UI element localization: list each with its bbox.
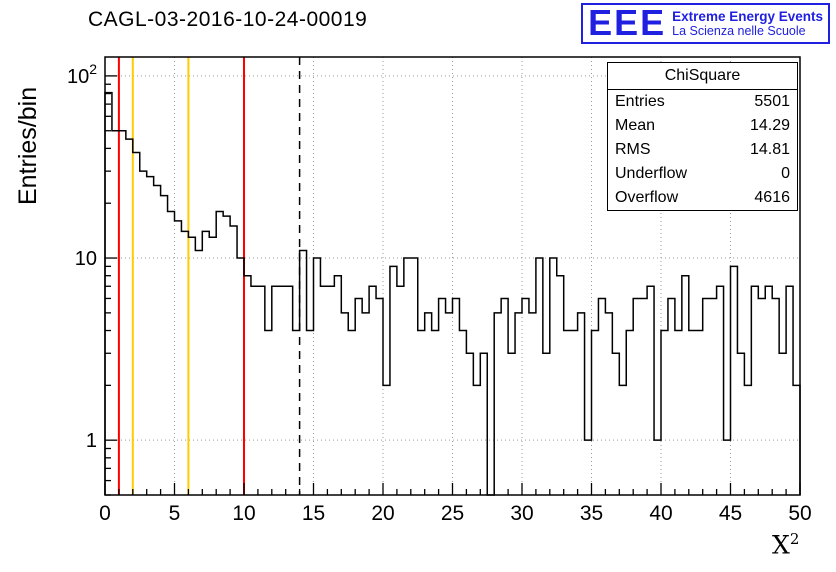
svg-text:40: 40 bbox=[649, 502, 672, 525]
svg-text:5: 5 bbox=[169, 502, 181, 525]
stats-label: Mean bbox=[615, 117, 656, 134]
stats-value: 5501 bbox=[754, 93, 790, 110]
eee-logo: EEE Extreme Energy Events La Scienza nel… bbox=[581, 2, 830, 45]
svg-text:102: 102 bbox=[67, 61, 97, 88]
x-axis-title: X2 bbox=[772, 530, 799, 559]
stats-label: RMS bbox=[615, 141, 651, 158]
logo-tagline-italian: La Scienza nelle Scuole bbox=[672, 23, 806, 38]
svg-text:25: 25 bbox=[441, 502, 464, 525]
svg-text:20: 20 bbox=[371, 502, 394, 525]
svg-text:15: 15 bbox=[302, 502, 325, 525]
stats-value: 14.81 bbox=[749, 141, 790, 158]
y-axis: 1 10 102 bbox=[67, 61, 117, 496]
svg-text:50: 50 bbox=[788, 502, 811, 525]
stats-value: 14.29 bbox=[749, 117, 790, 134]
x-axis-title-base: X bbox=[772, 530, 790, 560]
stats-row-overflow: Overflow 4616 bbox=[608, 186, 797, 210]
svg-text:0: 0 bbox=[99, 502, 111, 525]
stats-row-underflow: Underflow 0 bbox=[608, 162, 797, 186]
y-axis-title: Entries/bin bbox=[14, 86, 42, 205]
x-axis: 0 5 10 15 20 25 30 35 40 45 50 bbox=[99, 483, 812, 525]
stats-value: 0 bbox=[781, 165, 790, 182]
plot-title: CAGL-03-2016-10-24-00019 bbox=[88, 8, 368, 31]
svg-text:10: 10 bbox=[75, 248, 97, 270]
logo-tagline-english: Extreme Energy Events bbox=[672, 8, 823, 24]
svg-text:35: 35 bbox=[580, 502, 603, 525]
eee-logo-acronym: EEE bbox=[588, 2, 667, 43]
svg-text:10: 10 bbox=[232, 502, 255, 525]
stats-label: Entries bbox=[615, 93, 665, 110]
x-axis-title-exponent: 2 bbox=[789, 530, 800, 548]
stats-row-mean: Mean 14.29 bbox=[608, 114, 797, 138]
svg-text:30: 30 bbox=[510, 502, 533, 525]
stats-value: 4616 bbox=[754, 189, 790, 206]
stats-row-entries: Entries 5501 bbox=[608, 90, 797, 114]
svg-text:45: 45 bbox=[719, 502, 742, 525]
stats-label: Overflow bbox=[615, 189, 679, 206]
svg-text:1: 1 bbox=[86, 430, 97, 452]
eee-logo-taglines: Extreme Energy Events La Scienza nelle S… bbox=[672, 9, 823, 38]
histogram-line bbox=[104, 91, 801, 496]
stats-label: Underflow bbox=[615, 165, 688, 182]
stats-box-title: ChiSquare bbox=[608, 63, 797, 90]
stats-box: ChiSquare Entries 5501 Mean 14.29 RMS 14… bbox=[607, 62, 798, 211]
stats-row-rms: RMS 14.81 bbox=[608, 138, 797, 162]
